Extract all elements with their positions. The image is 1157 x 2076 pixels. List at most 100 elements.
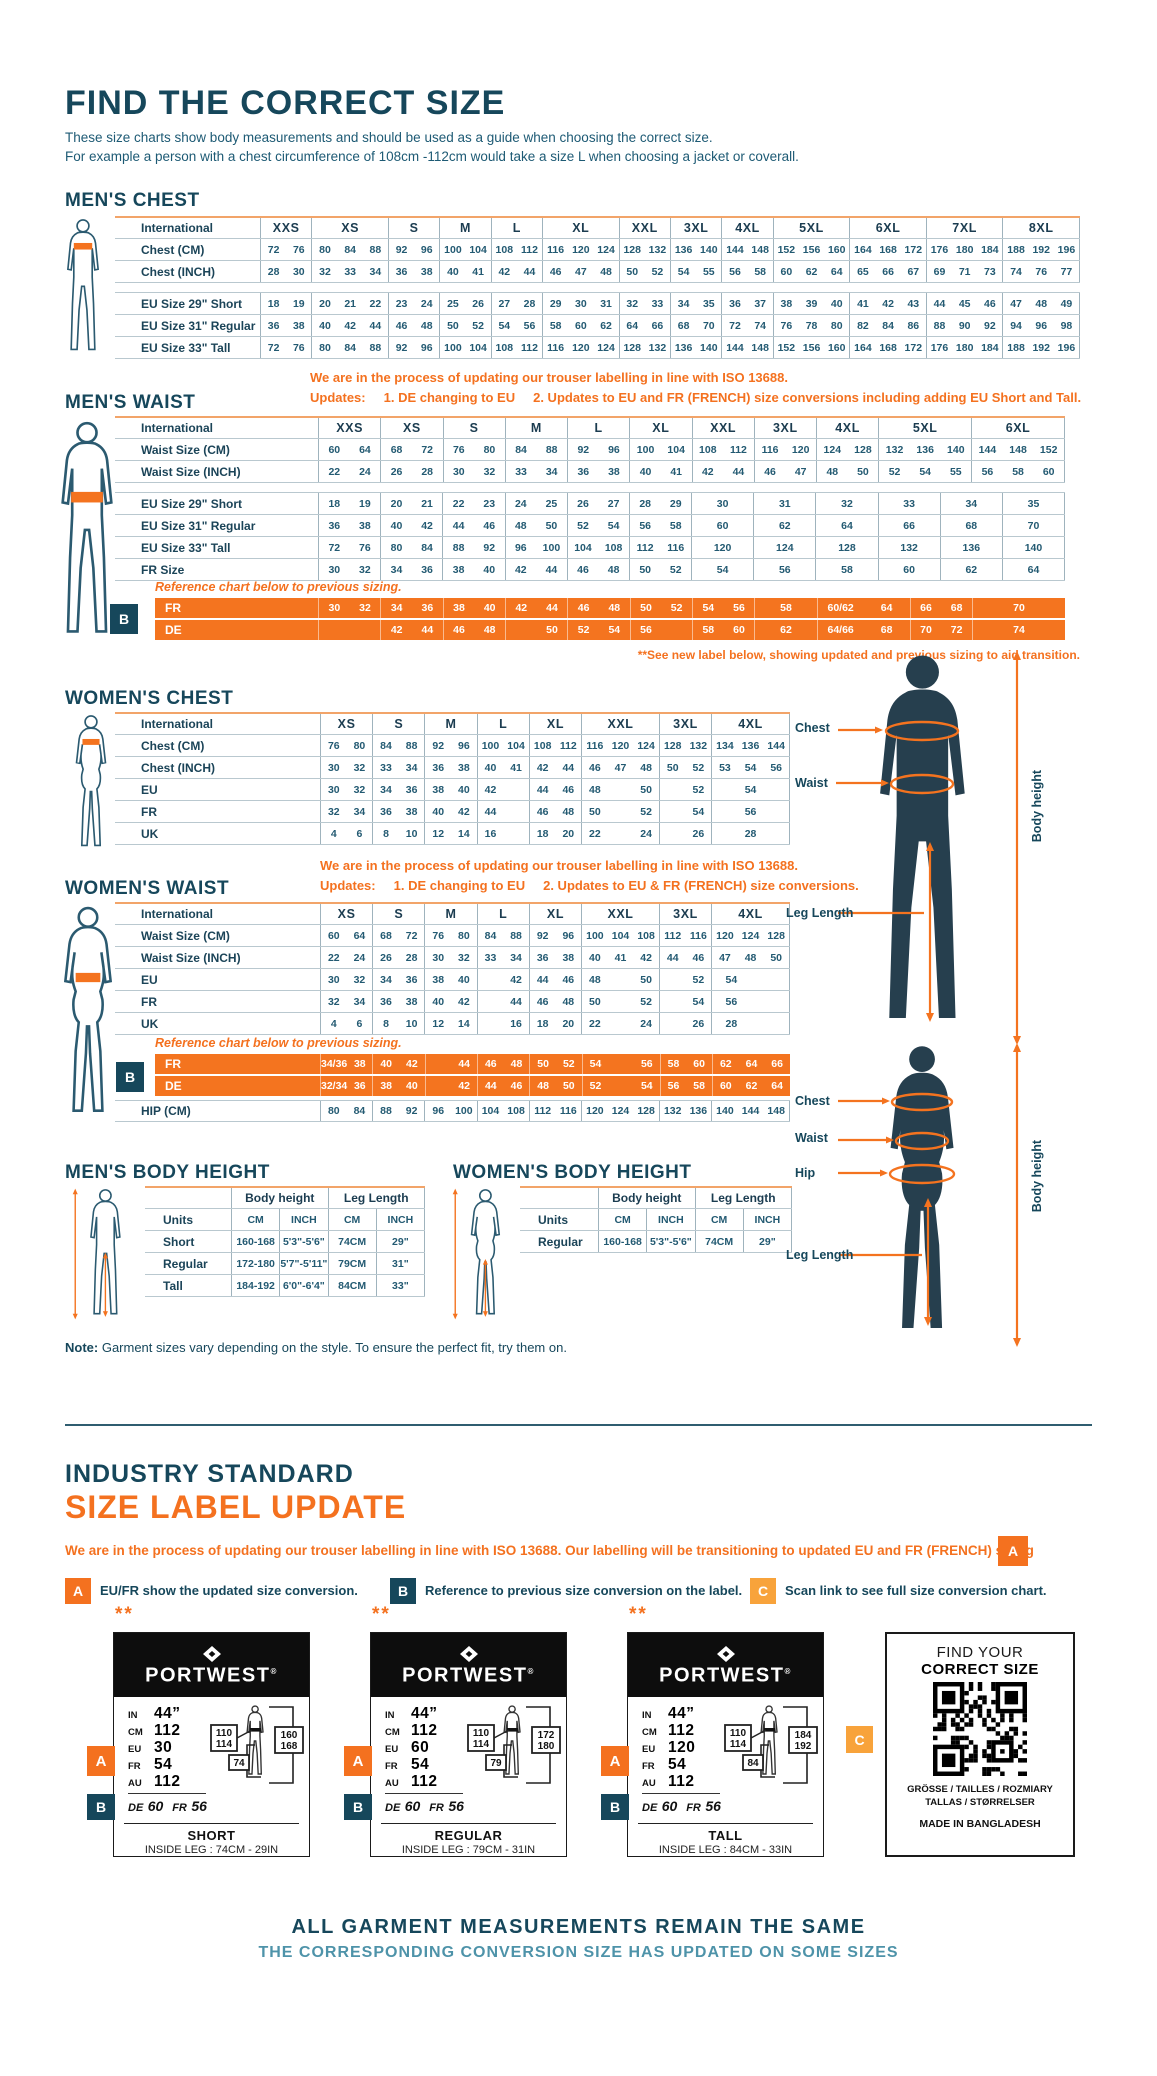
size-value: 46 <box>395 319 408 332</box>
size-value: 64 <box>830 265 843 278</box>
size-cell: 92 96 <box>387 239 439 260</box>
size-value: 112 <box>520 243 538 256</box>
size-cell: 54 <box>711 969 790 990</box>
spec-unit: IN <box>128 1710 138 1721</box>
size-value: 55 <box>702 265 715 278</box>
de-label: DE <box>642 1802 658 1814</box>
size-value: 54 <box>589 1058 602 1070</box>
size-value: 60 <box>780 265 793 278</box>
previous-sizing-line: DE 60 FR 56 <box>385 1798 464 1816</box>
size-cell: 74CM <box>694 1231 743 1252</box>
size-value: 62 <box>600 319 612 332</box>
size-value: 160 <box>827 341 846 354</box>
size-value: 46 <box>483 519 496 532</box>
size-cell: 46 48 <box>387 315 439 336</box>
size-value: 108 <box>604 541 623 554</box>
label-spec-row: EU 120 <box>642 1739 721 1756</box>
size-column-header: S <box>372 904 424 924</box>
label-spec-row: IN 44” <box>385 1705 464 1722</box>
size-value: 64 <box>880 602 893 614</box>
label-body: IN 44” CM 112 EU 30 FR 54 AU 112 DE 60 FR 56 110 114… <box>114 1697 309 1856</box>
table-row: Regular 160-168 5'3"-5'6" 74CM 29" <box>520 1231 792 1253</box>
size-cell: 62 <box>753 515 815 536</box>
spec-unit: AU <box>128 1778 142 1789</box>
size-value: 70 <box>1013 602 1025 614</box>
size-value: 140 <box>700 341 718 354</box>
size-value: 72 <box>729 319 741 332</box>
size-cell: 56 <box>753 559 815 580</box>
portwest-diamond-icon <box>202 1645 221 1662</box>
update-1-num: 1. <box>393 878 405 893</box>
size-cell: 160-168 <box>598 1231 646 1252</box>
size-value: 48 <box>826 465 839 478</box>
size-cell: 32 33 34 <box>311 261 388 282</box>
unit-header: CM <box>614 1213 631 1226</box>
table-row: EU Size 33" Tall 72 76 80 84 88 92 96 100 104 108 1… <box>115 337 1080 359</box>
size-cell: 54 55 <box>670 261 721 282</box>
spec-value: 112 <box>668 1773 695 1790</box>
size-cell: 69 71 73 <box>925 261 1003 282</box>
size-cell: 70 <box>971 598 1065 618</box>
table-row-label: EU <box>141 782 158 797</box>
size-value: 29 <box>549 297 562 310</box>
size-value: 76 <box>292 243 305 256</box>
size-value: 92 <box>395 341 408 354</box>
size-value: 47 <box>1010 297 1022 310</box>
size-column-header: 5XL <box>772 218 850 238</box>
size-cell: 26 27 <box>566 493 629 514</box>
table-row-label: EU Size 29" Short <box>141 496 243 511</box>
size-cell: 34 36 <box>380 598 442 618</box>
size-value: 54 <box>716 563 729 576</box>
size-column-header-label: 3XL <box>773 421 798 435</box>
size-value: 22 <box>452 497 465 510</box>
table-header-row: International XXS XS S M L XL XXL 3XL 4XL 5XL 6XL <box>115 416 1065 439</box>
size-value: 44 <box>546 602 558 614</box>
mens-reference-note: Reference chart below to previous sizing… <box>155 580 402 594</box>
size-column-header-label: 5XL <box>912 421 938 435</box>
size-value: 52 <box>670 602 683 614</box>
size-column-header-label: XS <box>402 421 421 435</box>
fit-name: REGULAR <box>434 1828 503 1843</box>
table-row: DE 42 44 46 48 50 52 54 56 58 60 62 64/66 68 70 72 74 <box>155 620 1065 642</box>
size-value: 20 <box>562 827 575 840</box>
svg-text:114: 114 <box>730 1739 747 1750</box>
size-value: 64 <box>626 319 639 332</box>
size-value: 62 <box>780 624 792 636</box>
table-gap-row <box>115 283 1080 293</box>
size-value: 34 <box>380 973 392 986</box>
size-value: 66 <box>882 265 894 278</box>
label-spec-row: FR 54 <box>642 1756 721 1773</box>
size-column-header-label: 4XL <box>738 907 763 921</box>
male-leg-length-label: Leg Length <box>786 906 854 920</box>
spec-value: 44” <box>154 1705 181 1722</box>
size-value: 72 <box>405 929 418 942</box>
unit-header: INCH <box>754 1213 781 1226</box>
spec-value: 112 <box>668 1722 695 1739</box>
womens-waist-update-note: We are in the process of updating our tr… <box>320 856 859 896</box>
size-value: 100 <box>444 243 462 256</box>
table-row-label: EU Size 29" Short <box>141 296 243 311</box>
size-column-header: M <box>439 218 490 238</box>
size-value: 54 <box>498 319 511 332</box>
size-cell: 56 58 <box>659 1076 712 1096</box>
size-value: 60 <box>1042 465 1055 478</box>
spec-unit: CM <box>385 1727 400 1738</box>
size-value: 56 <box>640 624 652 636</box>
svg-text:160: 160 <box>281 1730 298 1741</box>
size-value: 44 <box>536 783 549 796</box>
size-value: 84 <box>353 1105 366 1117</box>
size-value: 96 <box>562 929 575 942</box>
size-cell: 33 <box>877 493 940 514</box>
size-value: 128 <box>854 443 872 456</box>
units-label: Units <box>163 1212 193 1227</box>
size-value: 56 <box>770 761 782 774</box>
size-value: 92 <box>536 929 549 942</box>
size-value: 50 <box>640 973 652 986</box>
size-cell: 68 70 <box>670 315 721 336</box>
size-value: 38 <box>608 465 620 478</box>
label-body: IN 44” CM 112 EU 60 FR 54 AU 112 DE 60 FR 56 110 114… <box>371 1697 566 1856</box>
size-value: 68 <box>880 624 893 636</box>
size-cell: 104 108 <box>476 1101 529 1121</box>
de-value: 60 <box>404 1798 421 1814</box>
size-value: 80 <box>390 541 403 554</box>
